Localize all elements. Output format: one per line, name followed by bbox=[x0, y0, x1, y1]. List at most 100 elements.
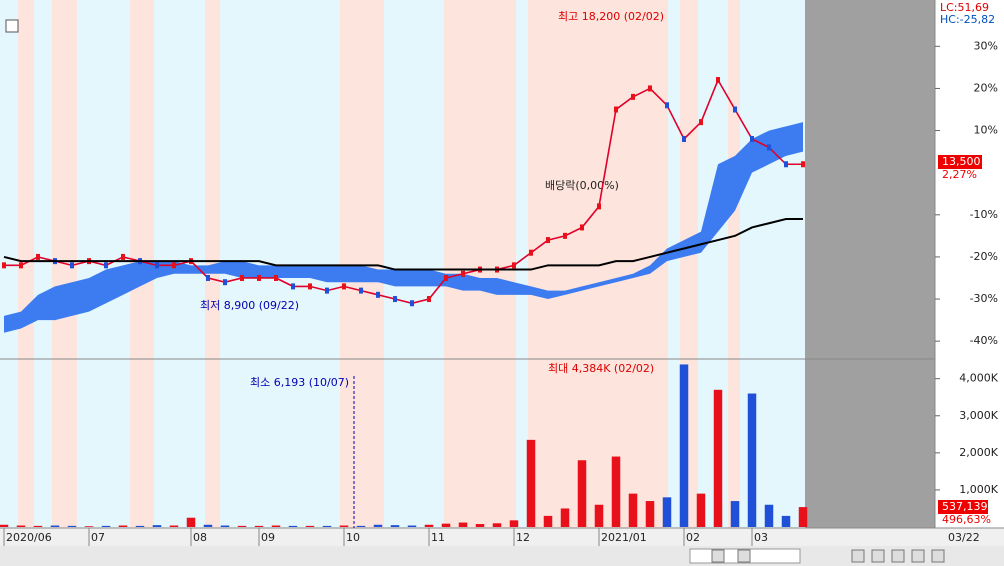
candle bbox=[393, 296, 397, 303]
candle bbox=[750, 135, 754, 142]
volume-bar bbox=[475, 524, 485, 527]
x-tick-label: 12 bbox=[516, 531, 530, 544]
volume-bar bbox=[356, 525, 366, 527]
candle bbox=[631, 93, 635, 100]
volume-bar bbox=[135, 525, 145, 527]
button[interactable] bbox=[931, 549, 945, 563]
candle bbox=[240, 274, 244, 281]
volume-bar bbox=[373, 524, 383, 527]
candle bbox=[19, 262, 23, 269]
candle bbox=[546, 237, 550, 244]
volume-bar bbox=[254, 525, 264, 527]
candle bbox=[563, 232, 567, 239]
price-line bbox=[3, 218, 803, 271]
button[interactable] bbox=[711, 549, 725, 563]
y-tick-label: 3,000K bbox=[959, 409, 998, 422]
button[interactable] bbox=[871, 549, 885, 563]
menu-icon[interactable] bbox=[5, 19, 19, 33]
volume-box bbox=[938, 500, 988, 514]
x-tick-label: 03 bbox=[754, 531, 768, 544]
volume-bar bbox=[186, 517, 196, 527]
candle bbox=[699, 119, 703, 126]
volume-bar bbox=[407, 525, 417, 527]
candle bbox=[410, 300, 414, 307]
y-tick-label: 1,000K bbox=[959, 483, 998, 496]
volume-bar bbox=[628, 493, 638, 527]
candle bbox=[36, 253, 40, 260]
x-tick-label: 09 bbox=[261, 531, 275, 544]
y-tick-label: -40% bbox=[970, 334, 998, 347]
volume-bar bbox=[798, 507, 808, 527]
last-volume: 537,139 bbox=[942, 500, 988, 513]
band bbox=[444, 0, 516, 528]
candle bbox=[427, 296, 431, 303]
band bbox=[205, 0, 220, 528]
y-tick-label: 30% bbox=[974, 39, 998, 52]
candle bbox=[529, 249, 533, 256]
volume-bar bbox=[696, 493, 706, 527]
button[interactable] bbox=[737, 549, 751, 563]
volume-bar bbox=[424, 524, 434, 527]
candle bbox=[121, 253, 125, 260]
volume-bar bbox=[271, 525, 281, 527]
x-tick-label: 11 bbox=[431, 531, 445, 544]
y-tick-label: 20% bbox=[974, 81, 998, 94]
candle bbox=[342, 283, 346, 290]
volume-bar bbox=[594, 504, 604, 527]
future-area bbox=[805, 0, 935, 528]
volume-bar bbox=[50, 525, 60, 527]
candle bbox=[648, 85, 652, 92]
candle bbox=[257, 274, 261, 281]
volume-bar bbox=[237, 525, 247, 527]
candle bbox=[767, 144, 771, 151]
volume-bar bbox=[662, 497, 672, 527]
volume-bar bbox=[390, 525, 400, 527]
y-tick-label: 10% bbox=[974, 124, 998, 137]
band bbox=[18, 0, 34, 528]
candle bbox=[665, 102, 669, 109]
high-annotation: 최고 18,200 (02/02) bbox=[558, 10, 664, 23]
volume-bar bbox=[305, 525, 315, 527]
candle bbox=[682, 135, 686, 142]
band bbox=[340, 0, 384, 528]
indicator-label: HC:-25,82 bbox=[940, 13, 995, 26]
end-date: 03/22 bbox=[948, 531, 980, 544]
candle bbox=[376, 291, 380, 298]
volume-bar bbox=[713, 389, 723, 527]
candle bbox=[614, 106, 618, 113]
candle bbox=[325, 287, 329, 294]
candle bbox=[206, 274, 210, 281]
toolbar-buttons bbox=[689, 548, 945, 564]
x-tick-label: 10 bbox=[346, 531, 360, 544]
candle bbox=[223, 279, 227, 286]
ichimoku-cloud bbox=[4, 122, 803, 333]
candle bbox=[359, 287, 363, 294]
candle bbox=[2, 262, 6, 269]
y-tick-label: 2,000K bbox=[959, 446, 998, 459]
candle bbox=[784, 161, 788, 168]
candle bbox=[580, 224, 584, 231]
candle bbox=[70, 262, 74, 269]
candle bbox=[461, 270, 465, 277]
volume-bar bbox=[441, 523, 451, 527]
candle bbox=[308, 283, 312, 290]
indicator-label: LC:51,69 bbox=[940, 1, 989, 14]
x-tick-label: 2021/01 bbox=[601, 531, 647, 544]
volume-bar bbox=[118, 525, 128, 527]
candle bbox=[716, 77, 720, 84]
candle bbox=[512, 262, 516, 269]
volume-bar bbox=[458, 522, 468, 527]
y-tick-label: 4,000K bbox=[959, 372, 998, 385]
max-volume-annotation: 최대 4,384K (02/02) bbox=[548, 362, 654, 375]
button[interactable] bbox=[891, 549, 905, 563]
candle bbox=[597, 203, 601, 210]
price-box bbox=[938, 155, 982, 169]
volume-bar bbox=[577, 460, 587, 527]
volume-bar bbox=[84, 526, 94, 527]
volume-bar bbox=[203, 524, 213, 527]
band bbox=[728, 0, 740, 528]
button[interactable] bbox=[851, 549, 865, 563]
button[interactable] bbox=[911, 549, 925, 563]
volume-bar bbox=[645, 501, 655, 527]
